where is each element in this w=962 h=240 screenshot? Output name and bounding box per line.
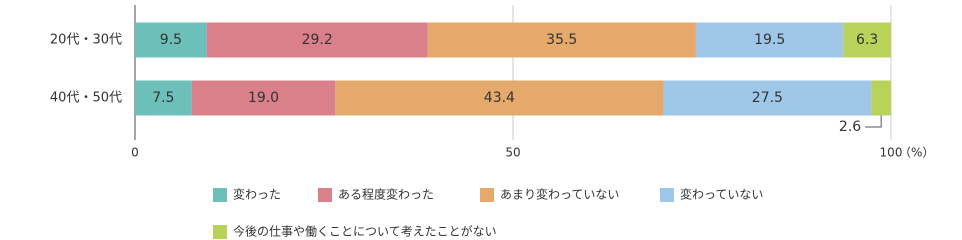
- legend-swatch: [213, 188, 227, 202]
- x-tick-label: 0: [131, 146, 139, 160]
- x-tick-label: 100: [880, 146, 903, 160]
- bar-segment: [335, 80, 664, 116]
- bar-segment: [191, 80, 336, 116]
- legend-label: ある程度変わった: [338, 187, 434, 202]
- data-label: 9.5: [160, 32, 182, 48]
- data-label: 2.6: [839, 119, 861, 135]
- bar-segment: [206, 22, 428, 58]
- data-label: 7.5: [152, 90, 174, 106]
- legend-swatch: [660, 188, 674, 202]
- legend-swatch: [213, 225, 227, 239]
- data-label: 19.5: [754, 32, 785, 48]
- bar-segment: [843, 22, 891, 58]
- bar-segment: [135, 80, 192, 116]
- legend-label: あまり変わっていない: [500, 187, 619, 202]
- legend-label: 今後の仕事や働くことについて考えたことがない: [233, 224, 497, 239]
- data-label: 27.5: [752, 90, 783, 106]
- x-tick-label: 50: [505, 146, 520, 160]
- legend-swatch: [480, 188, 494, 202]
- data-label: 43.4: [484, 90, 515, 106]
- x-axis-unit: （%）: [899, 146, 934, 160]
- legend-label: 変わっていない: [680, 187, 763, 202]
- legend-swatch: [318, 188, 332, 202]
- data-label: 35.5: [546, 32, 577, 48]
- legend-label: 変わった: [233, 187, 281, 202]
- bar-segment: [871, 80, 891, 116]
- bar-segment: [427, 22, 696, 58]
- leader-line: [865, 115, 882, 128]
- bar-segment: [135, 22, 207, 58]
- bar-segment: [695, 22, 844, 58]
- data-label: 19.0: [248, 90, 279, 106]
- bar-segment: [663, 80, 872, 116]
- data-label: 29.2: [302, 32, 333, 48]
- y-tick-label: 20代・30代: [50, 33, 122, 48]
- y-tick-label: 40代・50代: [50, 91, 122, 106]
- data-label: 6.3: [856, 32, 878, 48]
